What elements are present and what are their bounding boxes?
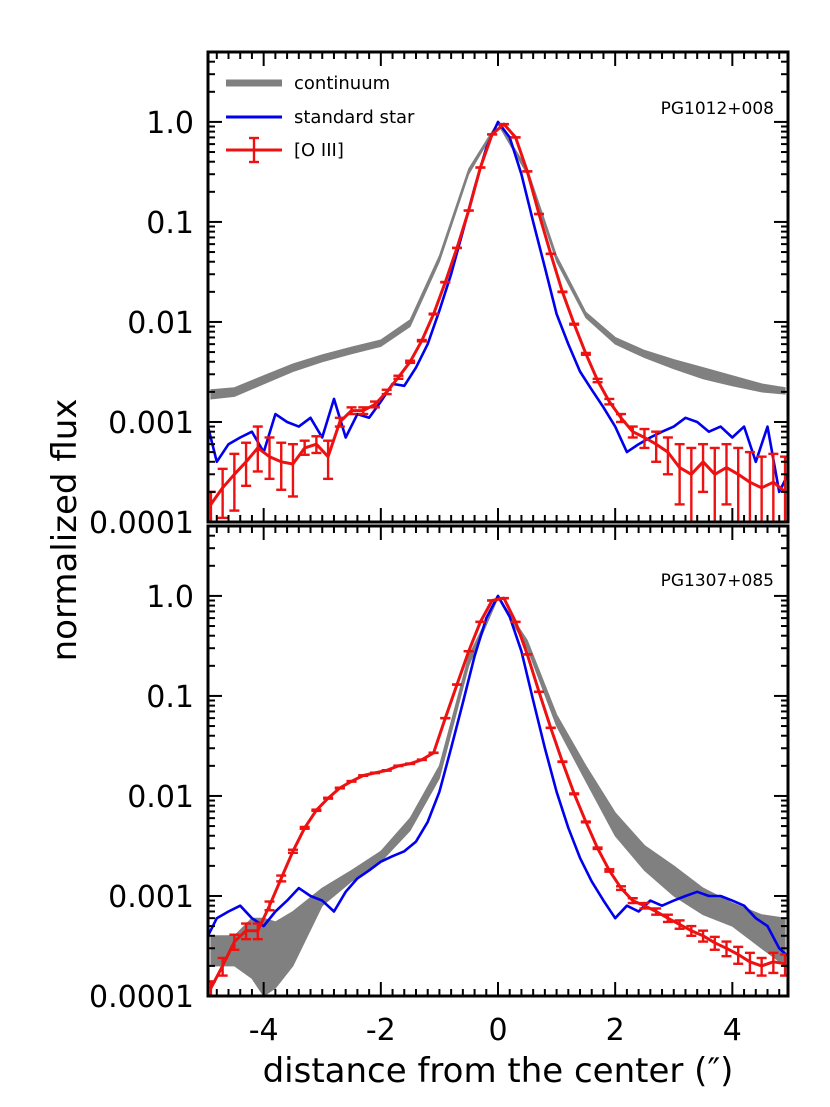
standard-star-line bbox=[208, 594, 788, 958]
y-tick-label: 1.0 bbox=[146, 580, 194, 615]
panel-label: PG1012+008 bbox=[661, 99, 774, 119]
standard-star-line bbox=[208, 120, 788, 494]
y-axis-title: normalized flux bbox=[45, 399, 85, 662]
y-tick-label: 0.001 bbox=[108, 406, 194, 441]
continuum-band bbox=[210, 120, 786, 400]
legend-label: [O III] bbox=[294, 140, 344, 161]
bottom-panel: 0.0001 0.001 0.01 0.1 1.0 PG1307+085 bbox=[89, 524, 790, 1015]
x-tick-label: -2 bbox=[366, 1013, 396, 1048]
y-tick-label: 1.0 bbox=[146, 106, 194, 141]
y-tick-label: 0.1 bbox=[146, 206, 194, 241]
x-tick-labels: -4 -2 0 2 4 bbox=[249, 1013, 742, 1048]
panel-label: PG1307+085 bbox=[661, 571, 774, 591]
y-tick-label: 0.01 bbox=[127, 780, 194, 815]
continuum-band bbox=[210, 594, 786, 996]
y-tick-label: 0.0001 bbox=[89, 506, 194, 541]
x-tick-label: 0 bbox=[488, 1013, 507, 1048]
oiii-line bbox=[209, 596, 786, 989]
y-tick-label: 0.1 bbox=[146, 680, 194, 715]
plot-area bbox=[208, 120, 788, 522]
y-tick-label: 0.001 bbox=[108, 880, 194, 915]
legend-label: standard star bbox=[294, 107, 415, 128]
y-tick-label: 0.01 bbox=[127, 306, 194, 341]
x-tick-label: 4 bbox=[723, 1013, 742, 1048]
plot-area bbox=[208, 594, 788, 996]
x-axis-title: distance from the center (″) bbox=[263, 1051, 734, 1091]
x-tick-label: 2 bbox=[606, 1013, 625, 1048]
oiii-line bbox=[209, 122, 787, 506]
legend-label: continuum bbox=[294, 73, 390, 94]
legend: continuum standard star [O III] bbox=[226, 73, 415, 164]
y-tick-label: 0.0001 bbox=[89, 980, 194, 1015]
top-panel: 0.0001 0.001 0.01 0.1 1.0 PG1012+008 bbox=[89, 50, 790, 541]
x-tick-label: -4 bbox=[249, 1013, 279, 1048]
